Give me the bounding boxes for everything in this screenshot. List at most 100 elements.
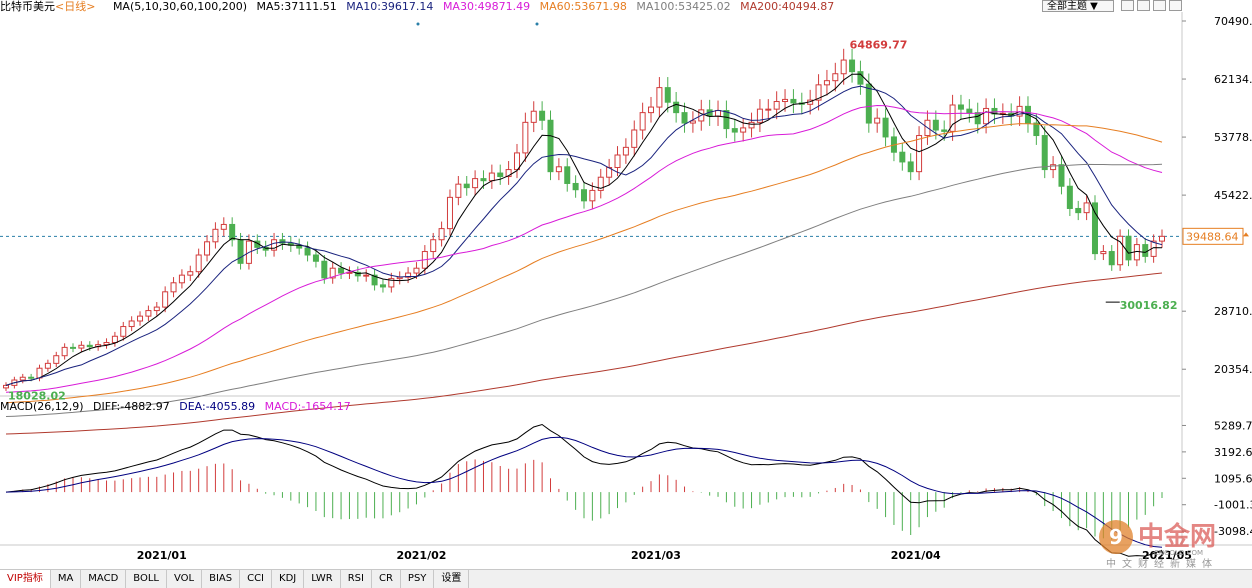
macd-tick-label: 1095.65 (1214, 472, 1252, 485)
date-axis-label: 2021/02 (396, 549, 446, 562)
candle-body (1142, 244, 1149, 257)
toolbar-item-macd[interactable]: MACD (81, 570, 127, 588)
candle-body (321, 260, 328, 279)
toolbar-item-kdj[interactable]: KDJ (272, 570, 305, 588)
ma100-label: MA100:53425.02 (636, 0, 731, 13)
candle-body (597, 176, 604, 191)
toolbar-item-boll[interactable]: BOLL (126, 570, 167, 588)
candle-body (1125, 235, 1132, 261)
candle-body (572, 182, 579, 191)
toolbar-item-vol[interactable]: VOL (167, 570, 203, 588)
candle-body (673, 101, 680, 114)
candle-body (522, 121, 529, 154)
price-tick-label: 62134.79 (1214, 73, 1252, 86)
candle-body (3, 384, 9, 389)
candle-body (44, 362, 51, 369)
candle-body (1091, 202, 1098, 255)
candle-body (86, 344, 93, 348)
symbol-label: 比特币美元 (0, 0, 55, 13)
candle-body (815, 84, 822, 101)
toolbar-item-cr[interactable]: CR (372, 570, 401, 588)
candle-body (53, 355, 60, 364)
macd-value-label: MACD:-1654.17 (264, 400, 351, 413)
toolbar-item-设置[interactable]: 设置 (434, 570, 470, 588)
candle-body (220, 223, 227, 230)
date-axis-label: 2021/05 (1142, 549, 1192, 562)
toolbar-item-cci[interactable]: CCI (240, 570, 273, 588)
macd-tick-label: -1001.37 (1214, 499, 1252, 512)
candle-body (823, 80, 830, 86)
candle-body (1058, 164, 1065, 187)
window-button-3[interactable] (1153, 0, 1166, 11)
candle-body (941, 129, 948, 132)
candle-body (765, 108, 772, 111)
ma60-label: MA60:53671.98 (539, 0, 627, 13)
toolbar-item-bias[interactable]: BIAS (202, 570, 241, 588)
watermark-glyph: 9 (1109, 525, 1123, 549)
candle-body (338, 267, 345, 274)
price-tick-label: 28710.82 (1214, 305, 1252, 318)
candle-body (731, 128, 738, 133)
candle-body (1083, 202, 1090, 214)
period-label: <日线> (55, 0, 96, 13)
candle-body (773, 101, 780, 110)
toolbar-item-lwr[interactable]: LWR (304, 570, 341, 588)
candle-body (19, 376, 26, 381)
candle-body (564, 166, 571, 184)
toolbar-item-rsi[interactable]: RSI (341, 570, 372, 588)
price-tick-label: 45422.80 (1214, 189, 1252, 202)
toolbar-item-vip指标[interactable]: VIP指标 (0, 570, 51, 588)
window-button-4[interactable] (1169, 0, 1182, 11)
candle-body (145, 310, 152, 317)
window-button-1[interactable] (1121, 0, 1134, 11)
candle-body (832, 73, 839, 82)
candle-body (446, 196, 453, 230)
toolbar-item-ma[interactable]: MA (51, 570, 82, 588)
date-axis-label: 2021/03 (631, 549, 681, 562)
start-annotation: 18028.02 (8, 389, 66, 402)
candle-body (974, 112, 981, 125)
macd-params-label: MACD(26,12,9) (0, 400, 84, 413)
candle-body (137, 315, 144, 322)
window-button-2[interactable] (1137, 0, 1150, 11)
candle-body (849, 59, 856, 73)
candle-body (1050, 164, 1057, 171)
toolbar-item-psy[interactable]: PSY (401, 570, 435, 588)
macd-legend: MACD(26,12,9) DIFF:-4882.97 DEA:-4055.89… (0, 400, 357, 414)
ma200-line (5, 272, 1163, 435)
candle-body (195, 254, 202, 273)
candle-body (70, 346, 77, 349)
candle-body (413, 267, 420, 274)
candle-body (916, 135, 923, 173)
candle-body (555, 166, 562, 173)
candle-body (463, 183, 470, 189)
marker-dot (535, 22, 539, 26)
candle-body (1041, 135, 1048, 171)
theme-select-button[interactable]: 全部主题 ▼ (1042, 0, 1114, 12)
candle-body (1075, 207, 1082, 214)
candle-body (622, 146, 629, 156)
date-axis-label: 2021/01 (137, 549, 187, 562)
candle-body (455, 183, 462, 198)
candle-body (187, 271, 194, 276)
dea-line (5, 436, 1163, 548)
candle-body (932, 119, 939, 131)
ma5-line (5, 73, 1163, 386)
watermark-url-text: CNGOLD.COM (1154, 549, 1203, 557)
low-annotation: 30016.82 (1120, 299, 1178, 312)
theme-select-label: 全部主题 (1047, 1, 1087, 12)
ma10-label: MA10:39617.14 (346, 0, 434, 13)
candle-body (983, 107, 990, 125)
candle-body (271, 239, 278, 251)
candle-body (581, 189, 587, 202)
candle-body (379, 284, 386, 288)
price-chart-svg[interactable]: 70490.78 62134.79 53778.79 45422.80 28710.82… (0, 0, 1252, 569)
watermark-circle-icon (1099, 520, 1133, 554)
ma10-line (5, 85, 1163, 386)
candle-body (153, 306, 160, 312)
ma-params-label: MA(5,10,30,60,100,200) (112, 0, 247, 13)
candle-body (840, 59, 847, 75)
macd-tick-label: -3098.40 (1214, 525, 1252, 538)
candle-body (648, 106, 655, 114)
